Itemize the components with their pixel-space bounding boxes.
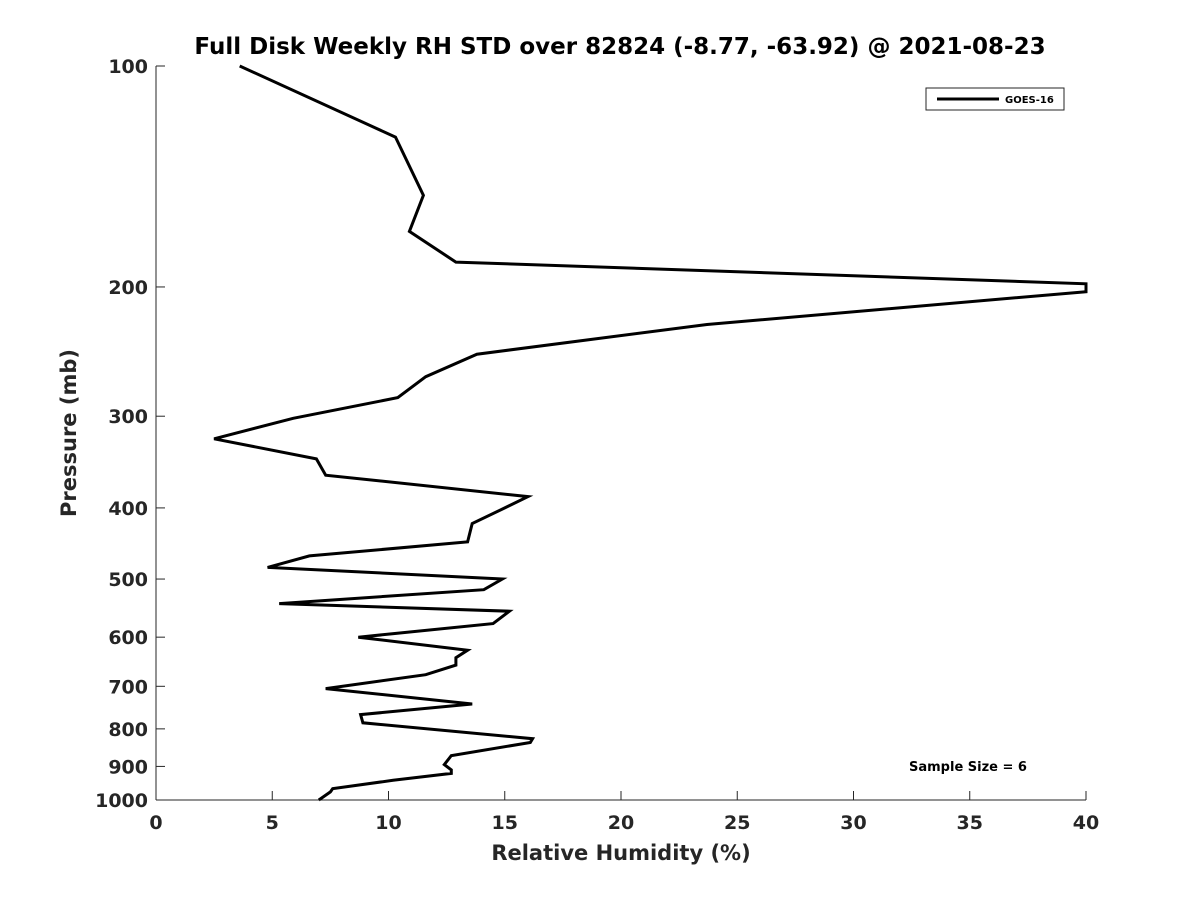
y-tick-label: 400 <box>108 498 148 520</box>
x-tick-label: 20 <box>608 812 634 834</box>
y-tick-label: 100 <box>108 56 148 78</box>
x-tick-label: 0 <box>149 812 162 834</box>
y-tick-label: 800 <box>108 719 148 741</box>
x-tick-label: 30 <box>840 812 866 834</box>
y-axis-ticks: 100 200 300 400 500 600 700 800 900 1000 <box>95 56 165 812</box>
y-tick-label: 600 <box>108 627 148 649</box>
chart-title: Full Disk Weekly RH STD over 82824 (-8.7… <box>194 34 1045 60</box>
x-axis-label: Relative Humidity (%) <box>491 841 750 865</box>
x-axis-ticks: 0 5 10 15 20 25 30 35 40 <box>149 791 1099 834</box>
x-tick-label: 5 <box>266 812 279 834</box>
y-tick-label: 300 <box>108 406 148 428</box>
x-tick-label: 40 <box>1073 812 1099 834</box>
x-tick-label: 35 <box>957 812 983 834</box>
plot-frame <box>155 66 1086 801</box>
sample-size-annotation: Sample Size = 6 <box>909 760 1027 775</box>
y-tick-label: 700 <box>108 676 148 698</box>
y-tick-label: 500 <box>108 569 148 591</box>
x-tick-label: 10 <box>375 812 401 834</box>
legend-label: GOES-16 <box>1005 95 1054 106</box>
legend: GOES-16 <box>925 87 1065 111</box>
y-tick-label: 200 <box>108 277 148 299</box>
y-axis-label: Pressure (mb) <box>57 349 81 517</box>
x-tick-label: 25 <box>724 812 750 834</box>
series-line-goes16 <box>213 64 1088 802</box>
y-tick-label: 900 <box>108 756 148 778</box>
y-tick-label: 1000 <box>95 790 148 812</box>
x-tick-label: 15 <box>492 812 518 834</box>
